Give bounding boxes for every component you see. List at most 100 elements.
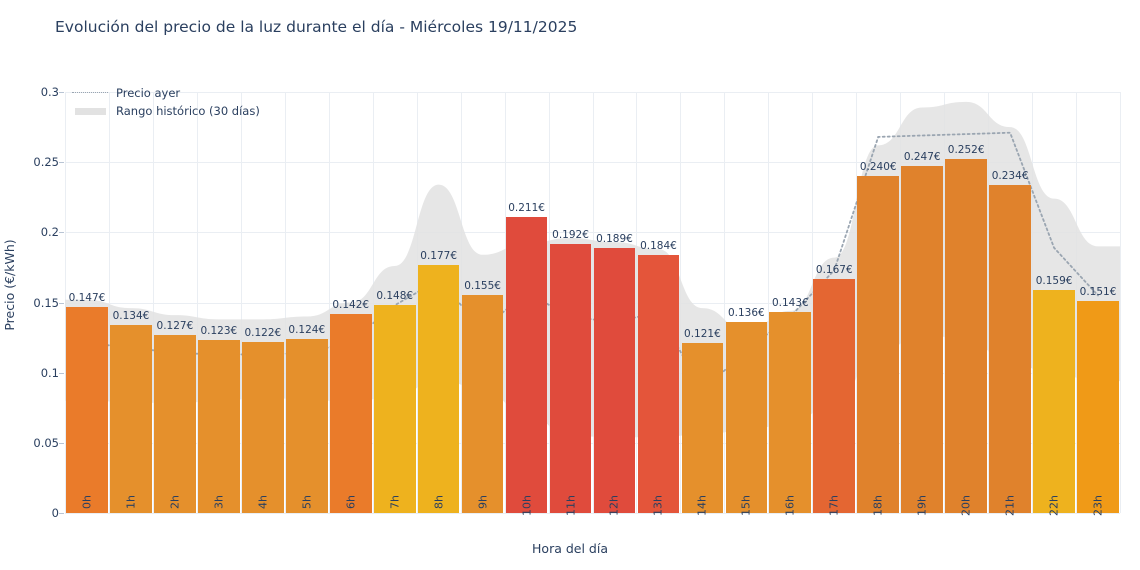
bar[interactable] — [66, 306, 108, 513]
bar-value-label: 0.147€ — [68, 291, 106, 304]
bar-value-label: 0.142€ — [332, 298, 370, 311]
yesterday-price-line — [86, 131, 1099, 393]
bar-value-label: 0.192€ — [552, 228, 589, 241]
x-tick-label: 7h — [388, 495, 402, 509]
bar[interactable] — [461, 295, 504, 513]
x-tick-label: 22h — [1047, 495, 1061, 516]
y-tick-mark — [59, 302, 64, 304]
y-tick-label: 0.1 — [40, 365, 59, 380]
bar-value-label: 0.211€ — [508, 201, 545, 214]
chart-title: Evolución del precio de la luz durante e… — [55, 18, 578, 36]
bar[interactable] — [725, 322, 768, 513]
bar[interactable] — [945, 159, 987, 513]
x-tick-label: 1h — [124, 495, 138, 509]
x-tick-label: 23h — [1091, 495, 1105, 516]
bar[interactable] — [241, 341, 284, 513]
dotted-line-icon — [72, 87, 108, 99]
bar-value-label: 0.167€ — [815, 263, 853, 276]
bar[interactable] — [989, 184, 1031, 513]
bar[interactable] — [681, 343, 724, 513]
bar[interactable] — [593, 247, 636, 513]
y-tick-mark — [59, 442, 64, 444]
bar-value-label: 0.189€ — [596, 232, 633, 245]
x-tick-label: 17h — [827, 495, 841, 516]
vertical-gridline — [328, 92, 330, 513]
bar[interactable] — [901, 166, 943, 513]
vertical-gridline — [724, 92, 726, 513]
shaded-band-icon — [72, 105, 108, 117]
plot-area — [65, 92, 1121, 514]
bar[interactable] — [417, 264, 460, 513]
bar[interactable] — [285, 339, 328, 513]
x-tick-label: 18h — [871, 495, 885, 516]
bar-value-label: 0.184€ — [640, 239, 677, 252]
y-tick-label: 0.2 — [40, 225, 59, 240]
y-tick-mark — [59, 372, 64, 374]
bar-value-label: 0.123€ — [200, 325, 238, 338]
bar-value-label: 0.121€ — [684, 328, 721, 341]
x-tick-label: 0h — [80, 495, 94, 509]
legend-label: Precio ayer — [116, 86, 181, 100]
x-tick-label: 15h — [739, 495, 753, 516]
bar[interactable] — [857, 176, 900, 513]
bar-value-label: 0.124€ — [288, 323, 326, 336]
bar-value-label: 0.177€ — [420, 249, 458, 262]
x-tick-label: 5h — [300, 495, 314, 509]
x-axis-title: Hora del día — [532, 541, 608, 556]
bar[interactable] — [373, 305, 416, 513]
bar[interactable] — [1033, 289, 1075, 513]
bar[interactable] — [1077, 301, 1119, 513]
bar-value-label: 0.143€ — [771, 297, 809, 310]
x-tick-label: 20h — [959, 495, 973, 516]
x-tick-label: 3h — [212, 495, 226, 509]
vertical-gridline — [152, 92, 154, 513]
bar-value-label: 0.136€ — [727, 307, 765, 320]
chart-legend: Precio ayer Rango histórico (30 días) — [72, 84, 260, 120]
bar[interactable] — [110, 324, 152, 513]
x-tick-label: 21h — [1003, 495, 1017, 516]
y-tick-label: 0.25 — [33, 155, 59, 170]
historical-range-band — [65, 101, 1120, 438]
bar[interactable] — [637, 254, 680, 513]
vertical-gridline — [1120, 92, 1121, 513]
bar-value-label: 0.127€ — [156, 319, 194, 332]
x-tick-label: 8h — [432, 495, 446, 509]
bar-value-label: 0.122€ — [244, 326, 282, 339]
y-tick-label: 0.15 — [33, 295, 59, 310]
x-tick-label: 4h — [256, 495, 270, 509]
bar[interactable] — [154, 334, 196, 513]
legend-item-rango-historico: Rango histórico (30 días) — [72, 102, 260, 120]
vertical-gridline — [108, 92, 110, 513]
bar-value-label: 0.159€ — [1035, 274, 1073, 287]
y-tick-label: 0 — [51, 506, 59, 520]
x-tick-label: 14h — [695, 495, 709, 516]
bar-value-label: 0.155€ — [464, 280, 501, 293]
x-tick-label: 9h — [476, 495, 490, 509]
y-tick-label: 0.05 — [33, 435, 59, 450]
bar[interactable] — [329, 313, 372, 513]
y-tick-label: 0.3 — [40, 85, 59, 99]
y-axis-title: Precio (€/kWh) — [2, 239, 17, 331]
x-tick-label: 13h — [651, 495, 665, 516]
vertical-gridline — [284, 92, 286, 513]
y-tick-mark — [59, 92, 64, 93]
bar-value-label: 0.252€ — [947, 144, 985, 157]
vertical-gridline — [240, 92, 242, 513]
y-tick-mark — [59, 232, 64, 234]
x-tick-label: 11h — [564, 495, 578, 516]
bar-value-label: 0.247€ — [903, 151, 941, 164]
bar[interactable] — [813, 278, 856, 513]
bar[interactable] — [198, 340, 240, 513]
bar[interactable] — [549, 243, 592, 513]
bar-value-label: 0.234€ — [991, 169, 1029, 182]
x-tick-label: 10h — [520, 495, 534, 516]
bar[interactable] — [769, 312, 812, 513]
bar-value-label: 0.134€ — [112, 309, 150, 322]
x-tick-label: 19h — [915, 495, 929, 516]
x-tick-label: 16h — [783, 495, 797, 516]
bar[interactable] — [505, 216, 548, 513]
bar-value-label: 0.240€ — [859, 161, 897, 174]
legend-item-precio-ayer: Precio ayer — [72, 84, 260, 102]
y-tick-mark — [59, 162, 64, 164]
